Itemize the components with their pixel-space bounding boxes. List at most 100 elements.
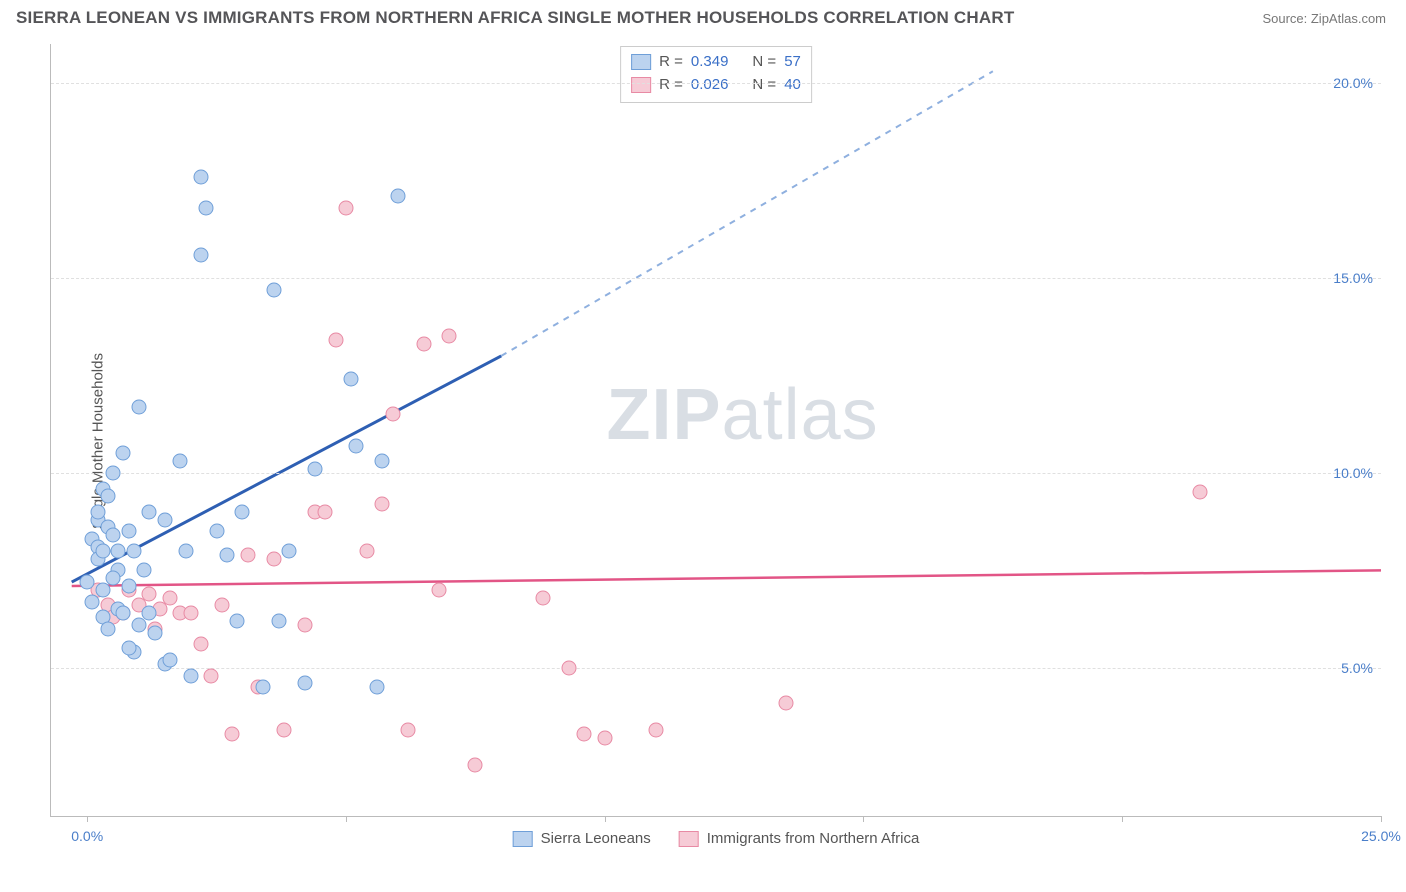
data-point-a [100, 489, 115, 504]
data-point-a [95, 543, 110, 558]
data-point-a [235, 504, 250, 519]
data-point-a [230, 614, 245, 629]
data-point-a [116, 446, 131, 461]
n-label-b: N = [752, 74, 776, 97]
data-point-a [297, 676, 312, 691]
data-point-b [214, 598, 229, 613]
data-point-b [266, 551, 281, 566]
legend-item-a: Sierra Leoneans [513, 830, 651, 847]
stat-row-a: R = 0.349 N = 57 [631, 51, 801, 74]
data-point-a [80, 575, 95, 590]
y-tick-label: 15.0% [1333, 270, 1373, 286]
data-point-a [142, 606, 157, 621]
r-value-a: 0.349 [691, 51, 729, 74]
n-label-a: N = [752, 51, 776, 74]
data-point-a [157, 512, 172, 527]
data-point-a [307, 462, 322, 477]
swatch-b-icon [679, 831, 699, 847]
stat-legend: R = 0.349 N = 57 R = 0.026 N = 40 [620, 46, 812, 103]
data-point-b [401, 723, 416, 738]
data-point-a [178, 543, 193, 558]
data-point-b [577, 727, 592, 742]
data-point-a [121, 524, 136, 539]
data-point-a [106, 465, 121, 480]
plot-area: ZIPatlas R = 0.349 N = 57 R = 0.026 N = … [50, 44, 1381, 817]
x-tick-label-first: 0.0% [71, 828, 103, 844]
data-point-a [116, 606, 131, 621]
data-point-a [142, 504, 157, 519]
gridline-h [51, 278, 1381, 279]
x-tick [605, 816, 606, 822]
y-tick-label: 10.0% [1333, 465, 1373, 481]
data-point-b [442, 329, 457, 344]
data-point-a [106, 571, 121, 586]
chart-title: SIERRA LEONEAN VS IMMIGRANTS FROM NORTHE… [16, 8, 1014, 28]
chart-source: Source: ZipAtlas.com [1262, 11, 1386, 26]
data-point-a [194, 247, 209, 262]
trend-lines [51, 44, 1381, 816]
data-point-a [126, 543, 141, 558]
watermark: ZIPatlas [607, 374, 879, 456]
data-point-b [597, 731, 612, 746]
legend-item-b: Immigrants from Northern Africa [679, 830, 920, 847]
data-point-b [535, 590, 550, 605]
swatch-b [631, 77, 651, 93]
data-point-a [183, 668, 198, 683]
data-point-a [131, 617, 146, 632]
data-point-b [385, 407, 400, 422]
swatch-a [631, 54, 651, 70]
n-value-a: 57 [784, 51, 801, 74]
data-point-b [142, 586, 157, 601]
legend-label-a: Sierra Leoneans [541, 830, 651, 847]
chart-container: Single Mother Households ZIPatlas R = 0.… [16, 36, 1390, 846]
data-point-a [131, 399, 146, 414]
data-point-b [225, 727, 240, 742]
data-point-a [100, 621, 115, 636]
data-point-a [106, 528, 121, 543]
n-value-b: 40 [784, 74, 801, 97]
data-point-a [349, 438, 364, 453]
data-point-b [240, 547, 255, 562]
gridline-h [51, 83, 1381, 84]
data-point-b [468, 758, 483, 773]
data-point-a [390, 189, 405, 204]
gridline-h [51, 473, 1381, 474]
data-point-a [282, 543, 297, 558]
data-point-b [204, 668, 219, 683]
data-point-a [375, 454, 390, 469]
x-tick [863, 816, 864, 822]
data-point-a [219, 547, 234, 562]
data-point-b [318, 504, 333, 519]
data-point-b [778, 695, 793, 710]
x-tick [1381, 816, 1382, 822]
data-point-a [95, 582, 110, 597]
data-point-a [344, 372, 359, 387]
data-point-a [199, 200, 214, 215]
r-label-b: R = [659, 74, 683, 97]
data-point-a [163, 653, 178, 668]
data-point-b [328, 333, 343, 348]
legend-label-b: Immigrants from Northern Africa [707, 830, 920, 847]
r-label-a: R = [659, 51, 683, 74]
data-point-b [359, 543, 374, 558]
data-point-a [111, 543, 126, 558]
data-point-a [209, 524, 224, 539]
data-point-b [375, 497, 390, 512]
data-point-a [147, 625, 162, 640]
swatch-a-icon [513, 831, 533, 847]
data-point-a [194, 169, 209, 184]
data-point-a [85, 594, 100, 609]
data-point-a [137, 563, 152, 578]
data-point-a [90, 504, 105, 519]
data-point-b [194, 637, 209, 652]
x-tick [1122, 816, 1123, 822]
data-point-b [432, 582, 447, 597]
data-point-b [416, 337, 431, 352]
data-point-a [271, 614, 286, 629]
stat-row-b: R = 0.026 N = 40 [631, 74, 801, 97]
data-point-a [266, 282, 281, 297]
data-point-b [649, 723, 664, 738]
x-tick [346, 816, 347, 822]
data-point-a [370, 680, 385, 695]
data-point-b [1192, 485, 1207, 500]
